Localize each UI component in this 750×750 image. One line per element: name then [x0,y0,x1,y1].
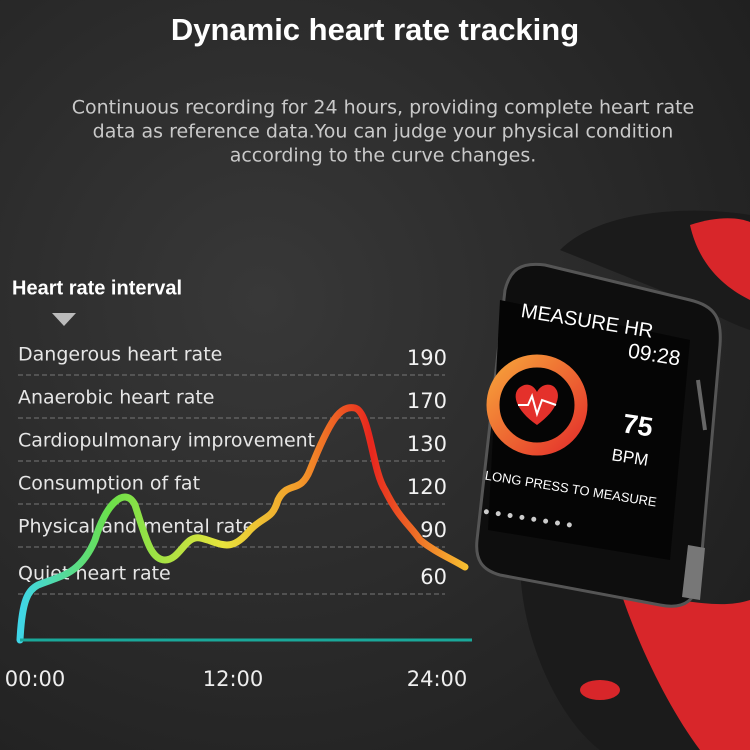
interval-label: Dangerous heart rate [18,344,222,366]
subtitle-line: data as reference data.You can judge you… [93,121,674,143]
time-label: 12:00 [203,667,264,691]
interval-value: 90 [420,518,447,542]
interval-label: Physical and mental rate [18,516,254,538]
arrow [52,313,76,326]
title: Dynamic heart rate tracking [171,12,579,47]
time-label: 24:00 [407,667,468,691]
subtitle: Continuous recording for 24 hours, provi… [72,97,694,167]
interval-label: Anaerobic heart rate [18,387,215,409]
interval-label: Consumption of fat [18,473,200,495]
interval-value: 120 [407,475,447,499]
subtitle-line: according to the curve changes. [230,145,537,167]
interval-value: 190 [407,346,447,370]
subtitle-line: Continuous recording for 24 hours, provi… [72,97,694,119]
interval-value: 60 [420,565,447,589]
page-dots [483,509,572,528]
screen-bpm-value: 75 [621,408,655,442]
smartwatch [475,210,750,750]
interval-value: 170 [407,389,447,413]
heart-rate-curve [16,404,469,644]
interval-list: Dangerous heart rate 190 Anaerobic heart r… [18,344,447,595]
interval-value: 130 [407,432,447,456]
section-title: Heart rate interval [12,277,182,299]
time-label: 00:00 [5,667,66,691]
interval-label: Cardiopulmonary improvement [18,430,315,452]
